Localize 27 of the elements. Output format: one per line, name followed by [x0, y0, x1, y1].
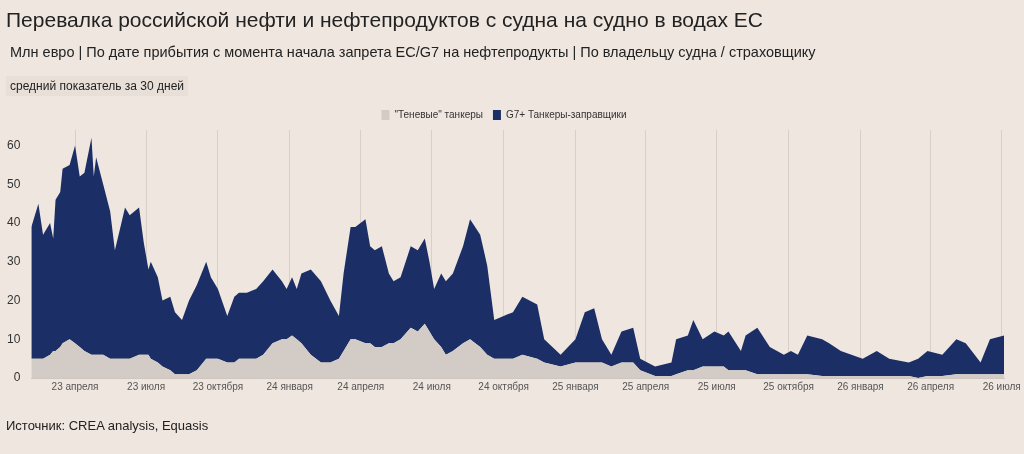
- y-tick-label: 0: [13, 370, 21, 385]
- x-tick-label: 26 января: [837, 380, 884, 392]
- x-tick-label: 26 июля: [982, 380, 1021, 392]
- y-tick-label: 60: [6, 137, 21, 152]
- x-tick-label: 23 апреля: [51, 380, 99, 392]
- legend-label: G7+ Танкеры-заправщики: [505, 108, 627, 120]
- text: средний показатель за 30 дней: [6, 76, 189, 96]
- chart-title: Перевалка российской нефти и нефтепродуктов с судна на судно в водах ЕС: [6, 8, 763, 32]
- y-tick-label: 50: [6, 176, 21, 191]
- x-tick-label: 24 октября: [478, 380, 529, 392]
- x-tick-label: 25 октября: [763, 380, 814, 392]
- y-tick-label: 10: [6, 331, 21, 346]
- chart-subtitle: Млн евро | По дате прибытия с момента начала запрета ЕС/G7 на нефтепродукты | По владельцу судна / страховщику: [10, 44, 816, 60]
- x-tick-label: 24 января: [266, 380, 313, 392]
- x-tick-label: 25 апреля: [622, 380, 670, 392]
- text: Источник: CREA analysis, Equasis: [6, 418, 209, 433]
- x-tick-label: 23 октября: [192, 380, 244, 392]
- x-tick-label: 23 июля: [127, 380, 166, 392]
- x-tick-label: 25 июля: [697, 380, 736, 392]
- y-tick-label: 40: [6, 215, 21, 230]
- x-tick-label: 24 апреля: [337, 380, 385, 392]
- x-tick-label: 24 июля: [412, 380, 451, 392]
- legend-label: "Теневые" танкеры: [394, 108, 483, 120]
- x-tick-label: 26 апреля: [907, 380, 955, 392]
- x-tick-label: 25 января: [552, 380, 599, 392]
- y-tick-label: 30: [6, 254, 21, 269]
- y-tick-label: 20: [6, 292, 21, 307]
